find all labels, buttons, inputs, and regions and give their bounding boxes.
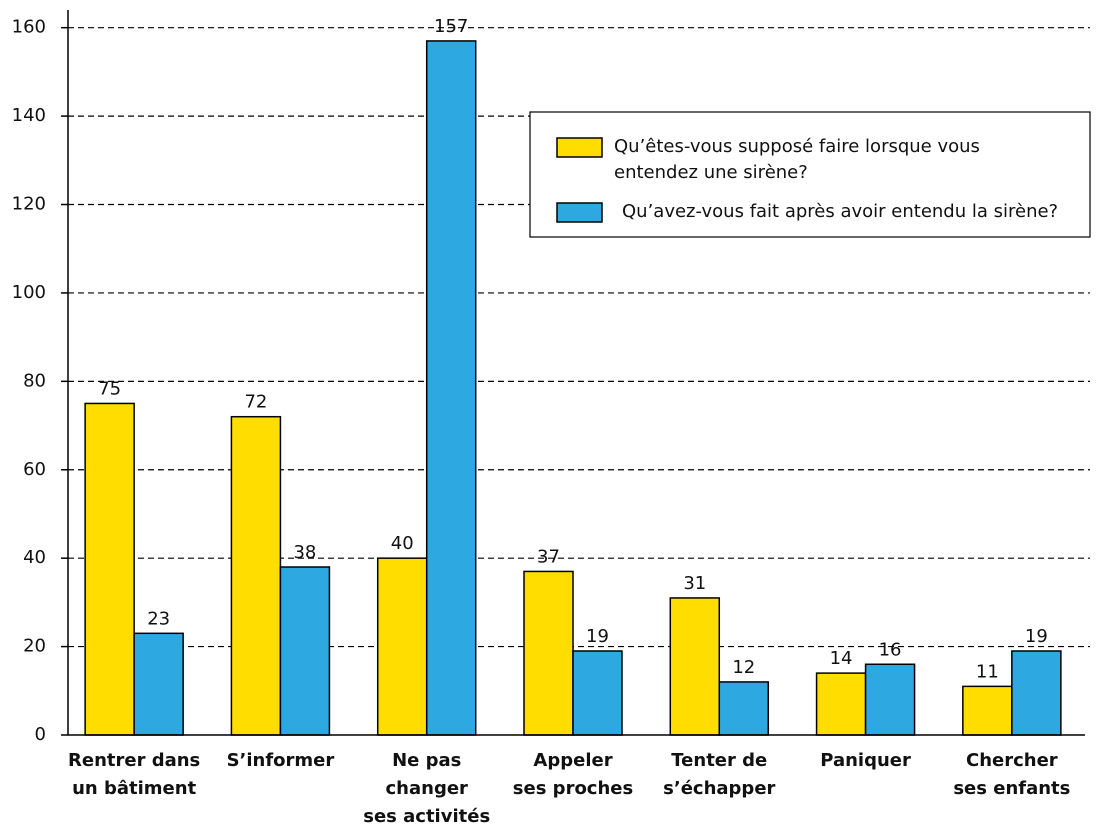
legend-swatch [556,202,603,223]
value-label: 23 [147,608,170,629]
x-tick-label: ses enfants [953,778,1070,799]
y-tick-label: 0 [35,724,46,745]
value-label: 19 [586,626,609,647]
value-label: 72 [244,392,267,413]
x-tick-label: Paniquer [820,750,911,771]
bar [669,597,721,736]
value-label: 38 [293,542,316,563]
legend-box [529,111,1091,238]
value-label: 37 [537,546,560,567]
x-tick-label: s’échapper [663,778,775,799]
bar [572,650,623,736]
legend-swatch [556,137,603,158]
bar [815,672,867,736]
value-label: 11 [976,661,999,682]
bar [84,402,135,736]
value-label: 75 [98,378,121,399]
y-tick-label: 40 [23,547,46,568]
x-tick-label: un bâtiment [72,778,196,799]
y-tick-label: 60 [23,459,46,480]
value-label: 12 [732,657,755,678]
bar [718,681,770,736]
x-tick-label: ses activités [363,806,490,827]
y-tick-label: 120 [12,194,46,215]
value-label: 16 [879,639,902,660]
value-label: 14 [830,648,853,669]
bar [864,663,916,736]
y-tick-label: 20 [23,636,46,657]
bar [376,557,428,736]
bar [279,566,331,736]
value-label: 40 [391,533,414,554]
x-tick-label: Rentrer dans [68,750,200,771]
legend-text: Qu’avez-vous fait après avoir entendu la… [622,201,1059,222]
legend-label: Qu’êtes-vous supposé faire lorsque vous … [614,136,980,183]
bar [425,40,477,736]
x-tick-label: Ne pas [392,750,461,771]
x-tick-label: Appeler [533,750,612,771]
bar [523,570,574,736]
legend-label: Qu’avez-vous fait après avoir entendu la… [622,201,1059,222]
y-tick-label: 140 [12,105,46,126]
y-tick-label: 80 [23,370,46,391]
bar [230,415,282,736]
legend-text: Qu’êtes-vous supposé faire lorsque vous … [614,136,980,183]
x-tick-label: ses proches [513,778,633,799]
bar [962,685,1013,736]
value-label: 19 [1025,626,1048,647]
bar [1011,650,1062,736]
x-tick-label: S’informer [227,750,335,771]
value-label: 31 [683,573,706,594]
bar [133,632,184,736]
value-label: 157 [434,16,468,37]
x-tick-label: changer [386,778,469,799]
x-tick-label: Tenter de [671,750,767,771]
y-tick-label: 100 [12,282,46,303]
x-tick-label: Chercher [966,750,1058,771]
y-tick-label: 160 [12,17,46,38]
